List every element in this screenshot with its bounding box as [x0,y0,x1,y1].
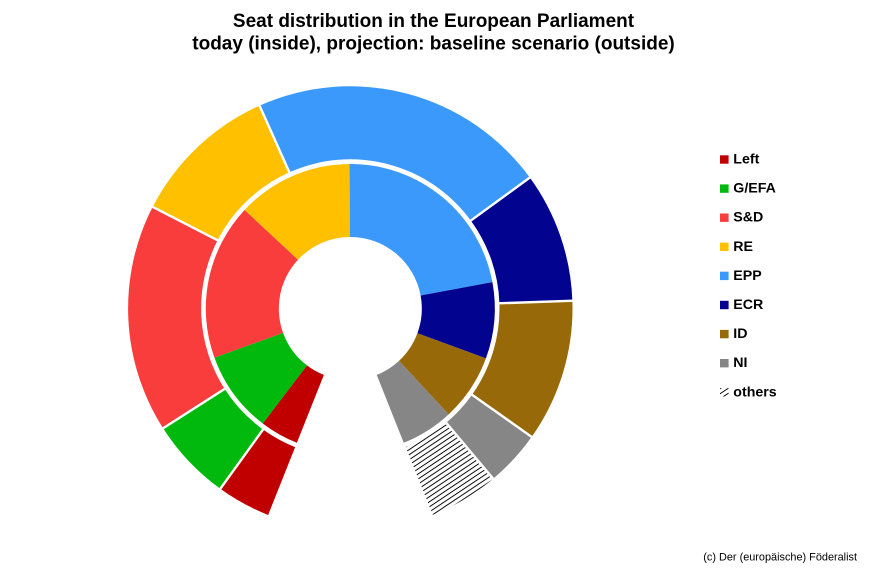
svg-text:others: others [733,384,776,400]
svg-text:NI: NI [733,355,747,371]
svg-text:today (inside), projection: ba: today (inside), projection: baseline sce… [192,33,674,54]
svg-text:Left: Left [733,152,759,168]
svg-text:RE: RE [733,239,753,255]
svg-text:ECR: ECR [733,297,763,313]
svg-text:EPP: EPP [733,268,761,284]
svg-text:ID: ID [733,326,747,342]
svg-text:S&D: S&D [733,210,763,226]
svg-text:G/EFA: G/EFA [733,181,776,197]
svg-text:(c) Der (europäische) Föderali: (c) Der (europäische) Föderalist [703,552,857,564]
svg-text:Seat distribution in the Europ: Seat distribution in the European Parlia… [233,11,635,32]
